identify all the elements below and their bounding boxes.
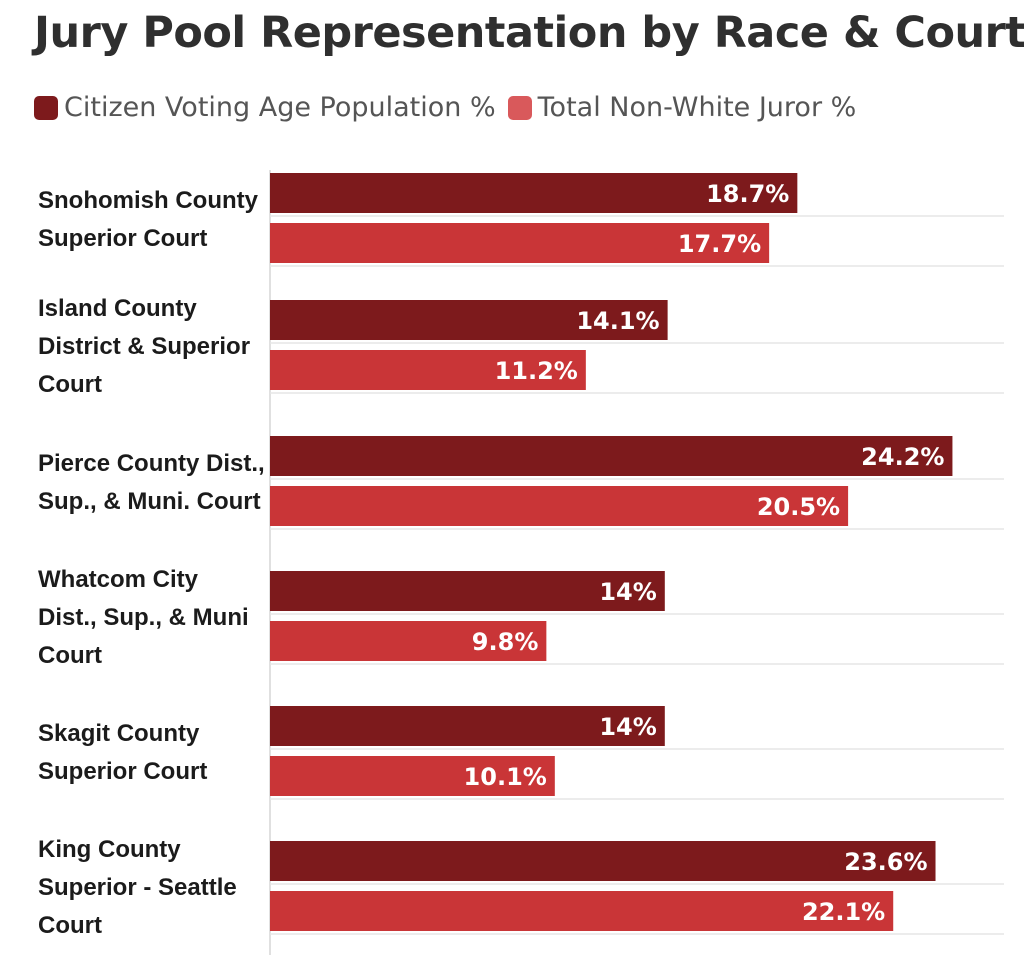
legend-label-juror: Total Non-White Juror %: [537, 92, 857, 123]
category-label: Pierce County Dist., Sup., & Muni. Court: [38, 450, 265, 515]
category-label-line: Court: [38, 912, 102, 939]
category-label: Skagit County Superior Court: [38, 720, 207, 785]
category-label-line: Pierce County Dist.,: [38, 450, 265, 477]
bar-cvap: [270, 706, 665, 746]
bar-juror: [270, 621, 547, 661]
category-label-line: Island County: [38, 295, 197, 322]
value-label-cvap: 24.2%: [861, 443, 944, 471]
category-label: Island County District & Superior Court: [38, 295, 250, 398]
value-label-cvap: 23.6%: [844, 848, 927, 876]
category-label-line: Court: [38, 642, 102, 669]
value-label-cvap: 14%: [599, 713, 656, 741]
category-label-line: Court: [38, 371, 102, 398]
legend-label-cvap: Citizen Voting Age Population %: [64, 92, 496, 123]
bar-juror: [270, 756, 555, 796]
value-label-cvap: 14%: [599, 578, 656, 606]
category-label: King County Superior - Seattle Court: [38, 836, 237, 939]
category-label-line: Superior Court: [38, 758, 207, 785]
bar-cvap: [270, 436, 953, 476]
category-label-line: District & Superior: [38, 333, 250, 360]
value-label-juror: 11.2%: [495, 357, 578, 385]
bar-cvap: [270, 173, 798, 213]
category-label-line: Dist., Sup., & Muni: [38, 604, 249, 631]
value-label-cvap: 18.7%: [706, 180, 789, 208]
category-label: Snohomish County Superior Court: [38, 187, 259, 252]
legend-swatch-cvap: [34, 95, 58, 120]
bar-juror: [270, 891, 894, 931]
category-label-line: Superior Court: [38, 225, 207, 252]
legend: Citizen Voting Age Population % Total No…: [34, 92, 868, 123]
bar-cvap: [270, 300, 668, 340]
bar-juror: [270, 486, 849, 526]
legend-item-juror: Total Non-White Juror %: [507, 92, 857, 123]
category-label-line: King County: [38, 836, 181, 863]
category-label-line: Skagit County: [38, 720, 200, 747]
category-label-line: Whatcom City: [38, 566, 199, 593]
bar-juror: [270, 350, 586, 390]
value-label-cvap: 14.1%: [576, 307, 659, 335]
category-label-line: Snohomish County: [38, 187, 259, 214]
chart-title: Jury Pool Representation by Race & Court: [34, 8, 1024, 58]
category-label-line: Superior - Seattle: [38, 874, 237, 901]
value-label-juror: 22.1%: [802, 898, 885, 926]
legend-item-cvap: Citizen Voting Age Population %: [34, 92, 496, 123]
value-label-juror: 17.7%: [678, 230, 761, 258]
bar-cvap: [270, 841, 936, 881]
value-label-juror: 9.8%: [472, 628, 539, 656]
category-label-line: Sup., & Muni. Court: [38, 488, 261, 515]
bar-juror: [270, 223, 770, 263]
value-label-juror: 10.1%: [464, 763, 547, 791]
category-label: Whatcom City Dist., Sup., & Muni Court: [38, 566, 249, 669]
bar-cvap: [270, 571, 665, 611]
value-label-juror: 20.5%: [757, 493, 840, 521]
legend-swatch-juror: [507, 95, 532, 120]
